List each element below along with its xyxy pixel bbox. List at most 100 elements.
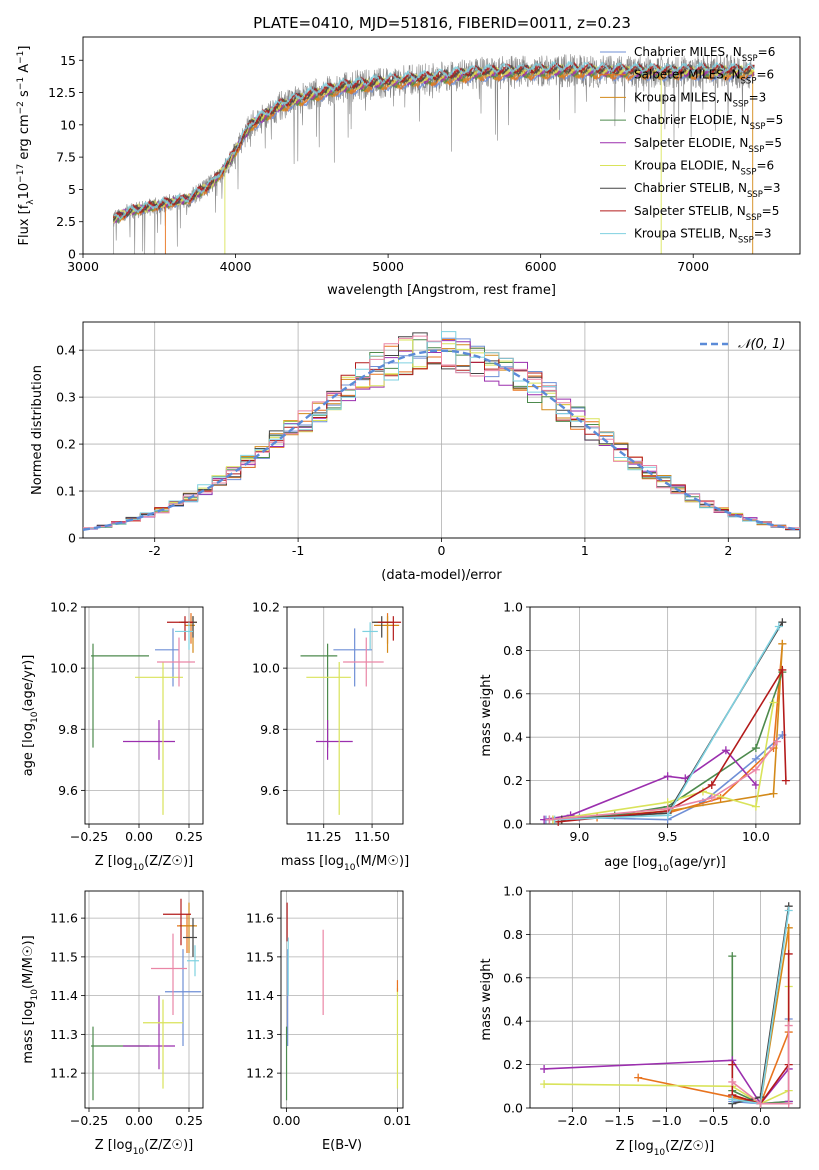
weight-line-4 (543, 749, 757, 821)
legend-label-3: Chabrier ELODIE, NSSP=5 (634, 113, 783, 132)
x-tick-label: 5000 (372, 259, 404, 274)
mass-metallicity-panel: −0.25 0.00 0.25 11.2 11.3 11.4 11.5 11.6 Z [log1… (21, 890, 204, 1157)
x-tick-label: −2.0 (557, 1113, 587, 1128)
y-tick-label: 10.0 (50, 661, 78, 676)
y-axis-label: Normed distribution (30, 365, 45, 495)
weight-marker-pink (784, 1021, 793, 1030)
x-axis-label: (data-model)/error (381, 568, 502, 583)
y-tick-label: 2.5 (56, 214, 76, 229)
weight-marker-pink (663, 804, 672, 813)
model-spectrum-8 (113, 60, 755, 221)
legend-label-0: Chabrier MILES, NSSP=6 (634, 45, 775, 64)
weight-marker-5 (540, 1080, 549, 1089)
y-tick-label: 0.4 (503, 1014, 523, 1029)
x-tick-label: 3000 (67, 259, 99, 274)
y-tick-label: 11.2 (246, 1066, 274, 1081)
weight-marker-pink (545, 815, 554, 824)
legend-label-5: Kroupa ELODIE, NSSP=6 (634, 159, 774, 178)
x-tick-label: -2 (148, 543, 160, 558)
x-axis-label: Z [log10(Z/Z☉)] (95, 854, 193, 873)
y-tick-label: 0.2 (56, 437, 76, 452)
x-axis-label: age [log10(age/yr)] (604, 855, 726, 874)
residual-panel: -2 -1 0 1 2 0 0.1 0.2 0.3 0.4 𝒩(0, 1) (data-model)/… (30, 321, 801, 583)
x-tick-label: 0 (438, 543, 446, 558)
x-tick-label: 10.0 (742, 829, 770, 844)
axes-frame (280, 890, 404, 1109)
x-axis-label: mass [log10(M/M☉)] (281, 854, 409, 873)
y-tick-label: 0.0 (503, 1101, 523, 1116)
x-tick-label: -1 (292, 543, 304, 558)
weight-marker-pink (751, 765, 760, 774)
y-tick-label: 11.5 (50, 949, 78, 964)
y-tick-label: 11.6 (246, 911, 274, 926)
y-tick-label: 0.4 (56, 343, 76, 358)
y-axis-label: mass weight (479, 958, 494, 1040)
y-tick-label: 10.2 (50, 600, 78, 615)
y-tick-label: 11.3 (246, 1027, 274, 1042)
x-tick-label: −1.5 (604, 1113, 634, 1128)
y-tick-label: 11.6 (50, 911, 78, 926)
x-tick-label: 9.0 (569, 829, 589, 844)
y-tick-label: 9.8 (58, 722, 78, 737)
legend-label-4: Salpeter ELODIE, NSSP=5 (634, 136, 782, 155)
weight-line-pink (731, 1025, 790, 1105)
axes-frame (84, 606, 204, 825)
y-tick-label: 9.6 (260, 783, 280, 798)
y-axis-label: age [log10(age/yr)] (21, 655, 40, 777)
mass-extinction-panel: 0.00 0.01 11.2 11.3 11.4 11.5 11.6 E(B-V) (246, 890, 412, 1153)
y-tick-label: 0 (68, 247, 76, 262)
weight-marker-2 (769, 789, 778, 798)
weight-marker-5 (769, 698, 778, 707)
age-mass-panel: 11.25 11.50 9.6 9.8 10.0 10.2 mass [log10(M/M☉… (252, 600, 409, 874)
y-tick-label: 10.0 (252, 661, 280, 676)
weight-marker-8 (784, 906, 793, 915)
weight-marker-8 (728, 1095, 737, 1104)
weight-marker-pink (728, 1077, 737, 1086)
weight-marker-2 (778, 639, 787, 648)
y-tick-label: 0.1 (56, 484, 76, 499)
weight-marker-7 (778, 665, 787, 674)
x-tick-label: 6000 (525, 259, 557, 274)
weight-marker-7 (707, 780, 716, 789)
legend-label-1: Salpeter MILES, NSSP=6 (634, 68, 774, 87)
x-tick-label: 0.01 (384, 1113, 412, 1128)
weight-marker-1 (634, 1073, 643, 1082)
weight-marker-4 (540, 1064, 549, 1073)
axes-frame (82, 36, 801, 255)
weight-line-3 (731, 956, 789, 1105)
legend-label-normal: 𝒩(0, 1) (738, 337, 785, 352)
y-tick-label: 0.8 (503, 643, 523, 658)
x-tick-label: 4000 (220, 259, 252, 274)
weight-marker-8 (774, 622, 783, 631)
y-tick-label: 0.6 (503, 686, 523, 701)
y-tick-label: 10.2 (252, 600, 280, 615)
spectrum-legend: Chabrier MILES, NSSP=6 Salpeter MILES, NS… (600, 45, 783, 246)
weight-metallicity-panel: −2.0 −1.5 −1.0 −0.5 0.0 0.0 0.2 0.4 0.6 0.8 1.0 Z [… (479, 884, 801, 1158)
y-tick-label: 0.4 (503, 730, 523, 745)
weight-marker-4 (663, 772, 672, 781)
weight-marker-5 (751, 802, 760, 811)
x-tick-label: 0.00 (125, 1113, 153, 1128)
axes-frame (286, 606, 404, 825)
legend-label-8: Kroupa STELIB, NSSP=3 (634, 227, 772, 246)
y-tick-label: 0.6 (503, 970, 523, 985)
weight-marker-pink (707, 793, 716, 802)
axes-frame (82, 321, 801, 539)
y-axis-label: mass [log10(M/M☉)] (21, 935, 40, 1063)
y-tick-label: 0.3 (56, 390, 76, 405)
weight-marker-pink (773, 737, 782, 746)
age-metallicity-panel: −0.25 0.00 0.25 9.6 9.8 10.0 10.2 Z [log10(Z/Z☉… (21, 600, 204, 873)
figure-title: PLATE=0410, MJD=51816, FIBERID=0011, z=0… (253, 14, 631, 32)
plot-panels: 3000 4000 5000 6000 700002.557.51012.515wave… (16, 36, 801, 1158)
x-tick-label: 2 (724, 543, 732, 558)
axes-frame (529, 606, 801, 825)
x-tick-label: −0.25 (70, 1113, 108, 1128)
y-tick-label: 10 (60, 117, 76, 132)
x-tick-label: 0.25 (175, 829, 203, 844)
spectrum-panel: 3000 4000 5000 6000 7000 0 2.5 5 7.5 10 12.5 15 wave… (16, 36, 801, 298)
x-tick-label: 0.25 (175, 1113, 203, 1128)
weight-marker-3 (751, 744, 760, 753)
weight-marker-7 (781, 776, 790, 785)
model-spectrum-1 (113, 68, 755, 222)
